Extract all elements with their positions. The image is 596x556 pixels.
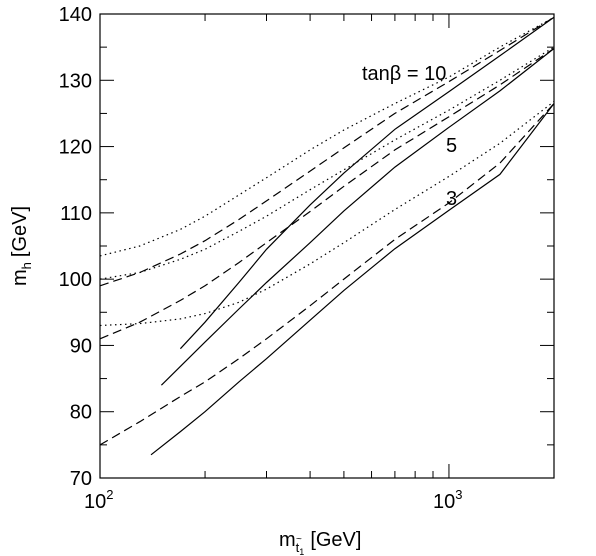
x-axis-label-accent: ~ <box>296 534 302 545</box>
x-tick-label: 103 <box>433 487 462 513</box>
plot-frame <box>99 13 555 479</box>
x-tick-label: 102 <box>84 487 113 513</box>
series-layer <box>99 16 555 456</box>
y-tick-label: 110 <box>60 203 92 225</box>
y-tick-label: 130 <box>59 70 92 92</box>
curve-dotted-2 <box>99 16 555 257</box>
curve-dashed-4 <box>99 48 555 340</box>
annotation-tanb-3: 3 <box>446 188 457 210</box>
x-axis-label: mt1[GeV] <box>279 529 361 556</box>
curve-solid-0 <box>179 16 555 350</box>
y-tick-label: 90 <box>70 335 92 357</box>
y-tick-label: 80 <box>70 402 92 424</box>
annotation-tanb-10: tanβ = 10 <box>362 63 446 85</box>
y-axis-label: mh[GeV] <box>9 206 34 286</box>
axis-ticks <box>99 13 555 479</box>
curve-dashed-1 <box>99 16 555 287</box>
y-tick-label: 100 <box>59 269 92 291</box>
curve-dashed-7 <box>99 103 555 446</box>
curve-solid-3 <box>160 48 555 386</box>
curve-solid-6 <box>150 103 555 456</box>
y-tick-label: 140 <box>59 4 92 26</box>
annotation-tanb-5: 5 <box>446 135 457 157</box>
tick-labels: 70 80 90 100 110 120 130 140 102 103 <box>59 4 463 513</box>
y-tick-label: 70 <box>70 468 92 490</box>
y-tick-label: 120 <box>59 137 92 159</box>
curve-dotted-5 <box>99 46 555 280</box>
